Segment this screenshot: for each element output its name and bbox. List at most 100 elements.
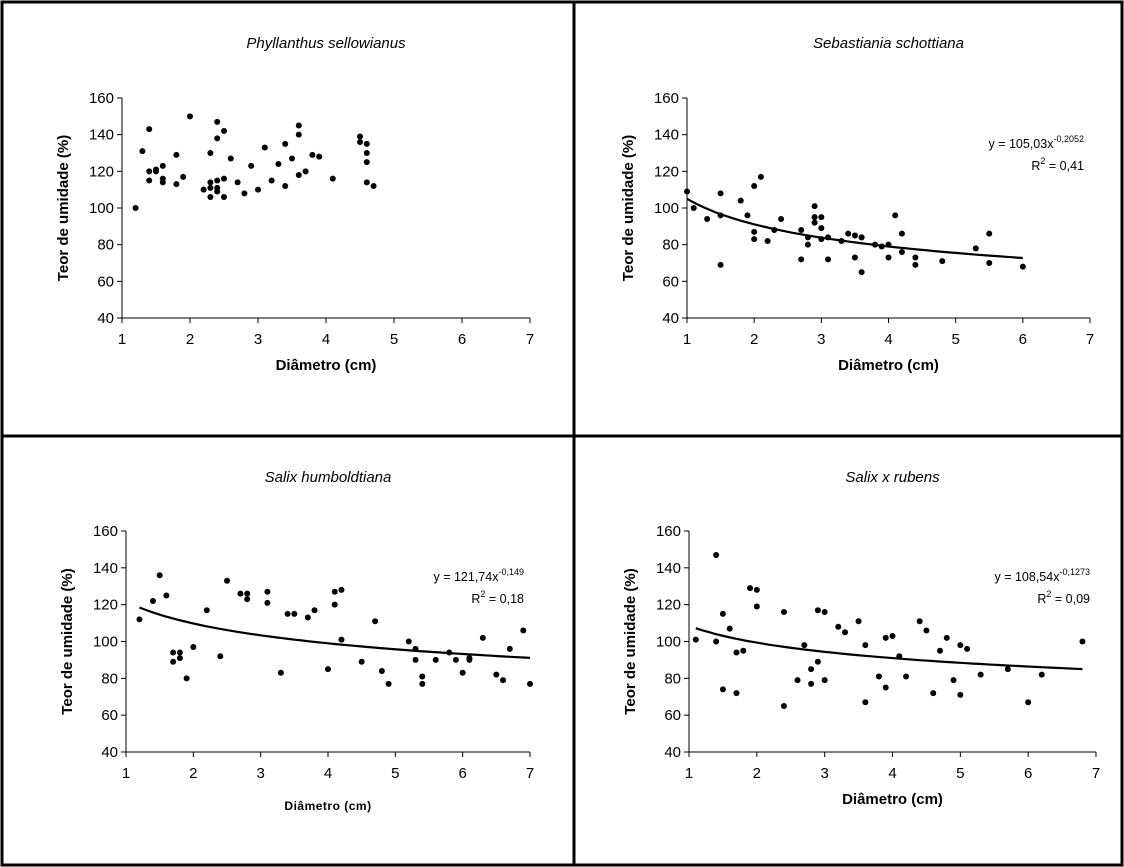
data-point — [798, 256, 805, 263]
chart-title: Salix humboldtiana — [265, 469, 392, 486]
data-point — [747, 585, 754, 592]
trend-equation: y = 105,03x-0,2052 — [988, 134, 1084, 151]
data-point — [357, 139, 363, 145]
data-point — [692, 636, 699, 643]
data-point — [898, 230, 905, 237]
data-point — [733, 649, 740, 656]
data-point — [943, 634, 950, 641]
r2-value: = 0,09 — [1051, 592, 1090, 606]
x-tick-label: 5 — [956, 765, 964, 782]
data-point — [146, 126, 153, 133]
chart-svg: Sebastiania schottiana 40 60 80 100 120 140 160… — [620, 35, 1094, 374]
y-axis-label: Teor de umidade (%) — [620, 135, 637, 281]
data-point — [331, 588, 338, 595]
x-tick-label: 7 — [1086, 331, 1094, 348]
data-point — [986, 230, 993, 237]
data-point — [132, 205, 139, 211]
data-point — [717, 261, 724, 268]
chart-title: Phyllanthus sellowianus — [246, 35, 406, 52]
data-point — [295, 131, 302, 138]
chart-title: Sebastiania schottiana — [813, 35, 964, 52]
y-tick-label: 60 — [664, 707, 681, 724]
data-point — [889, 632, 896, 639]
data-point — [221, 128, 227, 134]
y-tick-label: 100 — [93, 634, 118, 651]
data-point — [801, 642, 808, 649]
data-point — [930, 690, 937, 697]
equation-exponent: -0,149 — [498, 567, 524, 577]
power-trendline — [695, 627, 1083, 671]
data-point — [811, 214, 818, 221]
x-tick-label: 4 — [888, 765, 896, 782]
data-point — [733, 690, 740, 697]
data-point — [277, 669, 284, 676]
x-tick-label: 4 — [322, 331, 330, 348]
data-point — [821, 677, 828, 684]
data-point — [412, 656, 419, 663]
data-point — [751, 183, 758, 189]
data-point — [851, 254, 858, 261]
x-tick-label: 6 — [1024, 765, 1032, 782]
data-point — [309, 151, 316, 158]
data-point — [291, 610, 298, 617]
data-point — [780, 702, 787, 709]
equation-exponent: -0,2052 — [1053, 134, 1084, 144]
chart-panel-phyllanthus: Phyllanthus sellowianus 40 60 80 100 120 140 16… — [5, 5, 571, 433]
r2-symbol: R — [471, 592, 480, 606]
data-point — [950, 677, 957, 684]
data-point — [896, 653, 903, 660]
y-tick-label: 160 — [89, 90, 114, 107]
data-point — [753, 603, 760, 610]
data-point — [159, 162, 166, 169]
data-point — [717, 190, 724, 197]
data-point — [241, 190, 248, 197]
r-squared-label: R2 = 0,09 — [1037, 589, 1090, 606]
chart-svg: Salix humboldtiana 40 60 80 100 120 140 160 1 2 3 4… — [59, 469, 534, 813]
data-point — [295, 122, 302, 129]
data-point — [363, 159, 370, 166]
data-point — [200, 186, 207, 193]
x-tick-label: 1 — [685, 765, 693, 782]
x-tick-label: 3 — [817, 331, 825, 348]
data-point — [923, 627, 930, 634]
data-point — [479, 634, 486, 641]
data-point — [1038, 671, 1045, 678]
data-point — [500, 677, 507, 684]
data-point — [821, 609, 828, 616]
chart-panel-sebastiania: Sebastiania schottiana 40 60 80 100 120 140 160… — [577, 5, 1117, 433]
y-tick-label: 120 — [656, 597, 681, 614]
y-tick-label: 100 — [89, 200, 114, 217]
data-point — [912, 254, 919, 261]
data-point — [284, 610, 291, 617]
y-tick-label: 140 — [89, 127, 114, 144]
data-point — [493, 671, 500, 678]
data-point — [419, 680, 426, 687]
x-tick-label: 2 — [189, 765, 197, 782]
r2-value: = 0,18 — [485, 592, 524, 606]
data-point — [190, 644, 197, 651]
data-point — [885, 241, 892, 248]
data-point — [804, 241, 811, 248]
data-point — [798, 227, 805, 233]
y-tick-label: 40 — [664, 744, 681, 761]
y-tick-label: 140 — [656, 560, 681, 577]
x-tick-label: 6 — [1019, 331, 1027, 348]
x-tick-label: 3 — [254, 331, 262, 348]
y-tick-label: 120 — [654, 163, 679, 180]
r-squared-label: R2 = 0,18 — [471, 589, 524, 606]
data-point — [506, 645, 513, 652]
y-tick-label: 120 — [89, 163, 114, 180]
data-point — [882, 634, 889, 641]
data-point — [264, 599, 271, 606]
data-point — [520, 627, 527, 634]
data-point — [173, 181, 180, 188]
trend-equation: y = 108,54x-0,1273 — [994, 567, 1090, 584]
data-point — [325, 666, 331, 673]
data-point — [882, 684, 889, 691]
x-tick-label: 2 — [753, 765, 761, 782]
r-squared-label: R2 = 0,41 — [1031, 156, 1084, 173]
y-tick-label: 80 — [662, 237, 679, 254]
data-point — [338, 636, 345, 643]
equation-base: y = 121,74x — [433, 570, 499, 584]
